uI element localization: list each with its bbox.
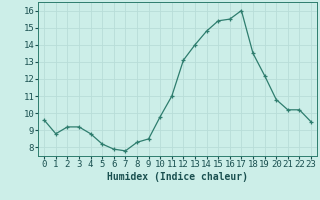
X-axis label: Humidex (Indice chaleur): Humidex (Indice chaleur) bbox=[107, 172, 248, 182]
